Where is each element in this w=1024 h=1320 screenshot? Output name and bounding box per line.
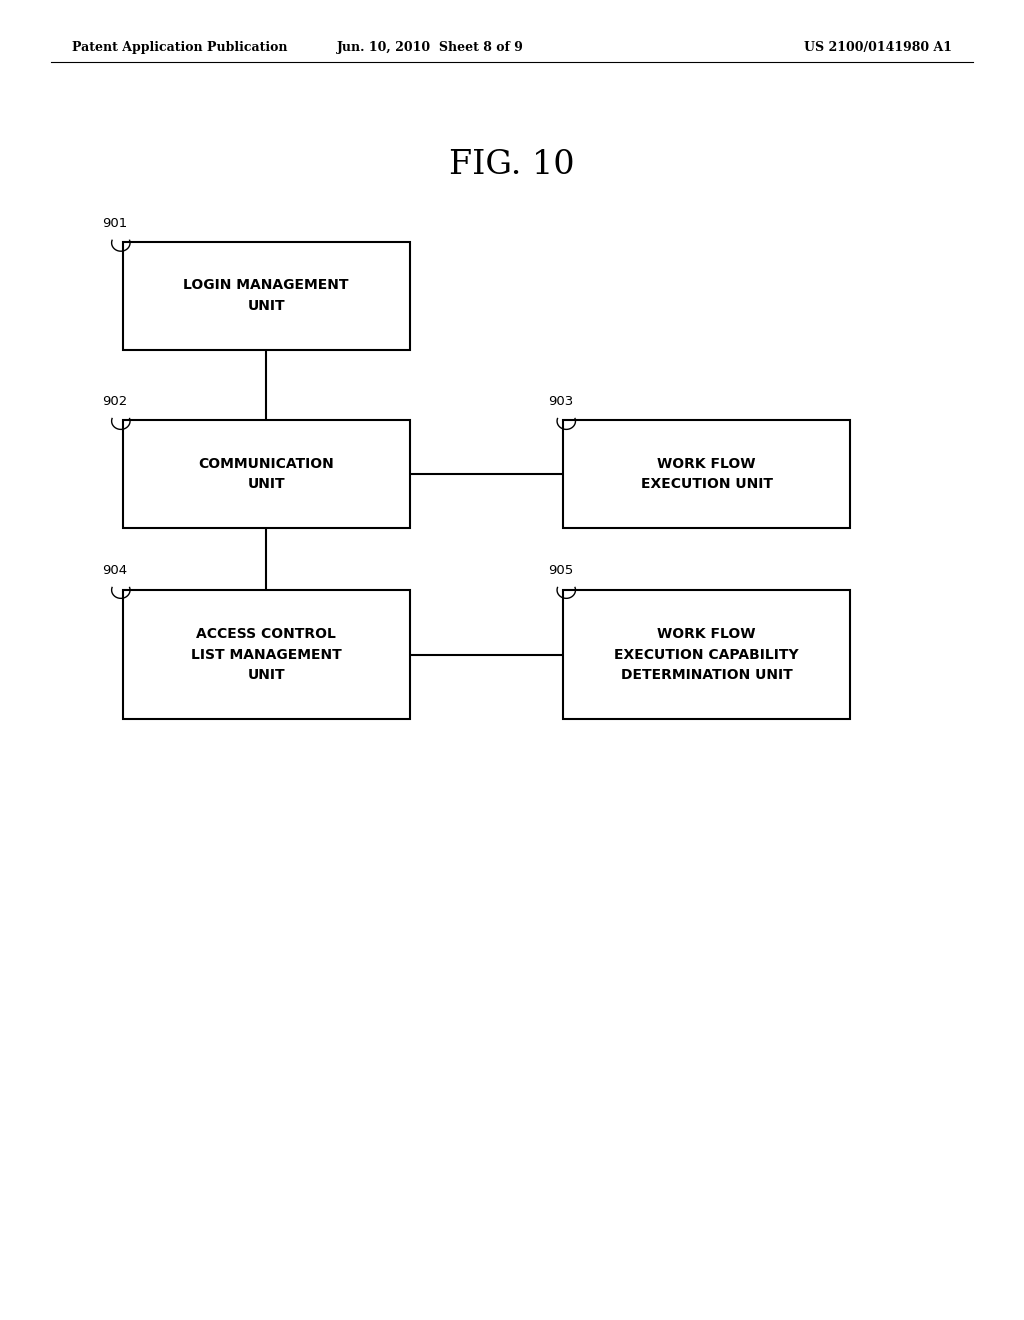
Text: US 2100/0141980 A1: US 2100/0141980 A1 — [804, 41, 952, 54]
FancyBboxPatch shape — [563, 420, 850, 528]
Text: LOGIN MANAGEMENT
UNIT: LOGIN MANAGEMENT UNIT — [183, 279, 349, 313]
Text: 903: 903 — [548, 395, 573, 408]
Text: Patent Application Publication: Patent Application Publication — [72, 41, 287, 54]
Text: COMMUNICATION
UNIT: COMMUNICATION UNIT — [199, 457, 334, 491]
FancyBboxPatch shape — [123, 242, 410, 350]
Text: 901: 901 — [102, 216, 128, 230]
Text: Jun. 10, 2010  Sheet 8 of 9: Jun. 10, 2010 Sheet 8 of 9 — [337, 41, 523, 54]
Text: WORK FLOW
EXECUTION UNIT: WORK FLOW EXECUTION UNIT — [641, 457, 772, 491]
FancyBboxPatch shape — [123, 420, 410, 528]
Text: 902: 902 — [102, 395, 128, 408]
Text: 905: 905 — [548, 564, 573, 577]
Text: FIG. 10: FIG. 10 — [450, 149, 574, 181]
FancyBboxPatch shape — [563, 590, 850, 719]
Text: ACCESS CONTROL
LIST MANAGEMENT
UNIT: ACCESS CONTROL LIST MANAGEMENT UNIT — [190, 627, 342, 682]
Text: WORK FLOW
EXECUTION CAPABILITY
DETERMINATION UNIT: WORK FLOW EXECUTION CAPABILITY DETERMINA… — [614, 627, 799, 682]
Text: 904: 904 — [102, 564, 128, 577]
FancyBboxPatch shape — [123, 590, 410, 719]
